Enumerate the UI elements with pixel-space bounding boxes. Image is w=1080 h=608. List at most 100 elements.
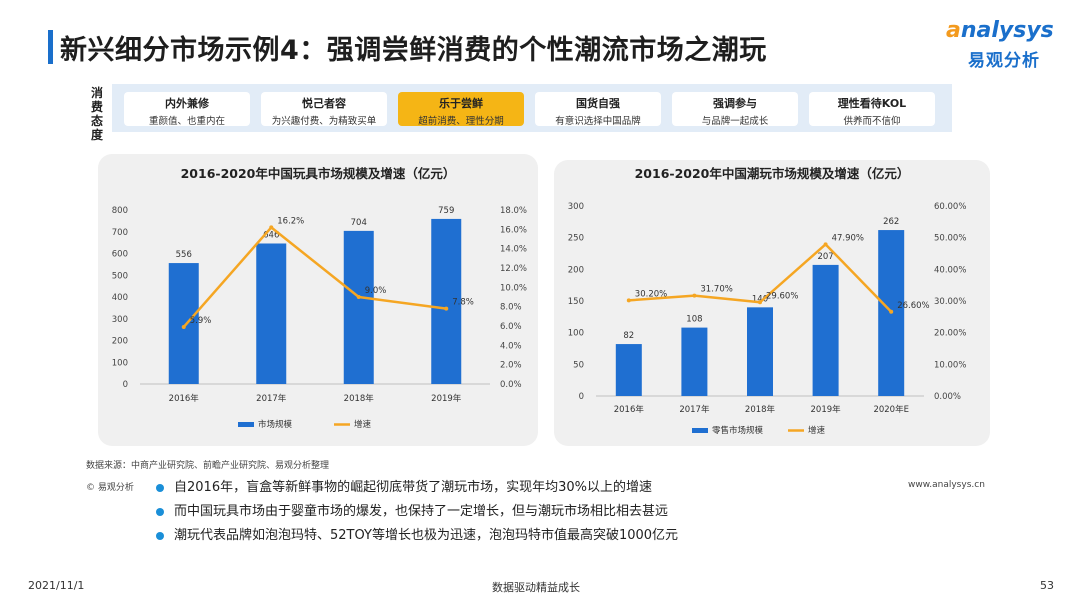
y-left-tick-label: 200 [568,265,584,275]
analysys-logo: analysys 易观分析 [946,18,1056,72]
y-right-tick-label: 20.00% [934,329,966,339]
bar-data-label: 140 [752,294,768,304]
bar-data-label: 82 [623,331,634,341]
attitude-card: 内外兼修 重颜值、也重内在 [124,92,250,127]
y-left-tick-label: 50 [573,360,584,370]
bar [168,263,199,384]
y-left-tick-label: 100 [568,329,584,339]
toy-market-chart: 2016-2020年中国玩具市场规模及增速（亿元） 0 100 200 300 400 50… [112,166,527,430]
y-left-tick-label: 300 [568,202,584,212]
y-left-tick-label: 800 [112,206,128,216]
y-right-tick-label: 30.00% [934,297,966,307]
growth-point [889,309,894,314]
x-tick-label: 2020年E [873,404,909,415]
bar [343,230,374,384]
line-data-label: 16.2% [277,216,304,226]
y-right-tick-label: 10.0% [500,283,527,293]
y-left-tick-label: 0 [579,392,584,402]
chart-title: 2016-2020年中国潮玩市场规模及增速（亿元） [635,166,910,181]
chart-title: 2016-2020年中国玩具市场规模及增速（亿元） [181,166,456,181]
y-left-tick-label: 150 [568,297,584,307]
attitude-card: 理性看待KOL 供养而不信仰 [809,92,935,127]
footer-date: 2021/11/1 [28,579,85,592]
x-tick-label: 2016年 [169,393,200,404]
y-right-tick-label: 4.0% [500,341,522,351]
bar [747,307,773,396]
trendy-toy-chart-panel: 2016-2020年中国潮玩市场规模及增速（亿元） 0 50 100 150 200 250… [554,160,990,446]
x-tick-label: 2017年 [679,404,710,415]
attitude-card: 国货自强 有意识选择中国品牌 [535,92,661,127]
list-item: 自2016年，盲盒等新鲜事物的崛起彻底带货了潮玩市场，实现年均30%以上的增速 [156,478,678,502]
y-right-tick-label: 14.0% [500,245,527,255]
y-left-tick-label: 250 [568,234,584,244]
bullet-dot-icon [156,484,164,492]
attitude-card-highlight: 乐于尝鲜 超前消费、理性分期 [398,92,524,127]
legend-bar-swatch [238,422,254,427]
growth-point [181,324,186,329]
bar-data-label: 207 [817,252,833,262]
bar-data-label: 556 [176,250,192,260]
y-right-tick-label: 6.0% [500,322,522,332]
growth-point [269,225,274,230]
bar [431,218,462,384]
y-left-tick-label: 400 [112,293,128,303]
x-tick-label: 2018年 [745,404,776,415]
growth-point [444,306,449,311]
legend-bar-swatch [692,428,708,433]
logo-en: analysys [946,18,1054,43]
line-data-label: 29.60% [766,291,798,301]
y-right-tick-label: 40.00% [934,265,966,275]
y-right-tick-label: 0.00% [934,392,961,402]
y-left-tick-label: 600 [112,250,128,260]
x-tick-label: 2019年 [811,404,842,415]
bar [256,243,287,384]
bar [812,264,839,396]
y-right-tick-label: 50.00% [934,234,966,244]
y-right-tick-label: 10.00% [934,360,966,370]
growth-point [823,242,828,247]
y-left-tick-label: 0 [123,380,128,390]
page-number: 53 [1040,579,1054,592]
bullet-dot-icon [156,508,164,516]
y-right-tick-label: 8.0% [500,303,522,313]
x-tick-label: 2019年 [431,393,462,404]
x-tick-label: 2017年 [256,393,287,404]
y-left-tick-label: 300 [112,315,128,325]
data-source-note: 数据来源：中商产业研究院、前瞻产业研究院、易观分析整理 [86,461,330,471]
legend-line-label: 增速 [354,419,372,430]
line-data-label: 30.20% [635,289,667,299]
growth-point [692,293,697,298]
x-tick-label: 2016年 [614,404,645,415]
legend-bar-label: 市场规模 [258,419,293,430]
title-accent-bar [48,30,53,64]
bar-data-label: 704 [351,218,367,228]
bar-data-label: 262 [883,217,899,227]
line-data-label: 31.70% [700,285,732,295]
attitude-card: 强调参与 与品牌一起成长 [672,92,798,127]
list-item: 潮玩代表品牌如泡泡玛特、52TOY等增长也极为迅速，泡泡玛特市值最高突破1000… [156,526,678,550]
legend-bar-label: 零售市场规模 [712,425,764,436]
bar-data-label: 646 [263,230,279,240]
bar [615,344,642,396]
x-tick-label: 2018年 [344,393,375,404]
growth-line [182,226,447,328]
line-data-label: 26.60% [897,301,929,311]
y-right-tick-label: 0.0% [500,380,522,390]
footer-slogan: 数据驱动精益成长 [492,581,580,594]
line-data-label: 47.90% [832,233,864,243]
y-right-tick-label: 18.0% [500,206,527,216]
y-right-tick-label: 12.0% [500,264,527,274]
consumer-attitude-label: 消 费 态 度 [90,86,103,142]
consumer-attitude-strip: 内外兼修 重颜值、也重内在 悦己者容 为兴趣付费、为精致买单 乐于尝鲜 超前消费、理性… [112,84,952,132]
footer-copyright: © 易观分析 [86,483,134,493]
list-item: 而中国玩具市场由于婴童市场的爆发，也保持了一定增长，但与潮玩市场相比相去甚远 [156,502,678,526]
y-right-tick-label: 16.0% [500,225,527,235]
growth-point [356,295,361,299]
bullet-dot-icon [156,532,164,540]
y-left-tick-label: 500 [112,271,128,281]
footer-website-link[interactable]: www.analysys.cn [908,480,985,490]
logo-cn: 易观分析 [968,51,1040,71]
attitude-card: 悦己者容 为兴趣付费、为精致买单 [261,92,387,127]
line-data-label: 9.0% [365,286,387,296]
y-left-tick-label: 700 [112,228,128,238]
